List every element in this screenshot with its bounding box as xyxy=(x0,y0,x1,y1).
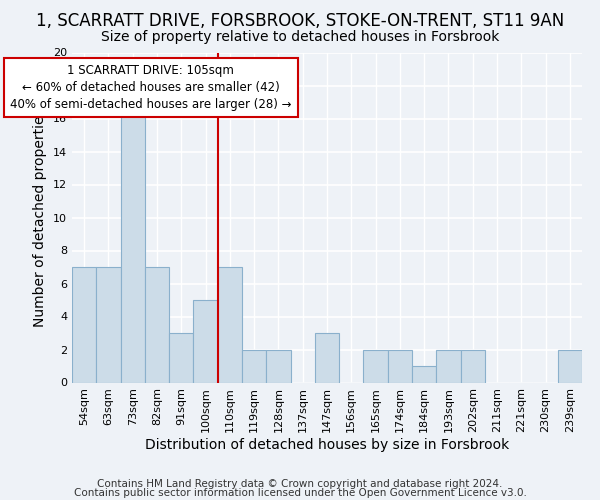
Bar xyxy=(388,350,412,382)
Bar xyxy=(461,350,485,382)
X-axis label: Distribution of detached houses by size in Forsbrook: Distribution of detached houses by size … xyxy=(145,438,509,452)
Bar xyxy=(266,350,290,382)
Bar xyxy=(121,102,145,382)
Bar xyxy=(145,267,169,382)
Text: Contains HM Land Registry data © Crown copyright and database right 2024.: Contains HM Land Registry data © Crown c… xyxy=(97,479,503,489)
Bar xyxy=(72,267,96,382)
Bar xyxy=(242,350,266,382)
Bar xyxy=(96,267,121,382)
Bar xyxy=(315,333,339,382)
Bar xyxy=(436,350,461,382)
Text: 1 SCARRATT DRIVE: 105sqm
← 60% of detached houses are smaller (42)
40% of semi-d: 1 SCARRATT DRIVE: 105sqm ← 60% of detach… xyxy=(10,64,292,111)
Y-axis label: Number of detached properties: Number of detached properties xyxy=(34,108,47,327)
Bar xyxy=(169,333,193,382)
Text: Size of property relative to detached houses in Forsbrook: Size of property relative to detached ho… xyxy=(101,30,499,44)
Text: 1, SCARRATT DRIVE, FORSBROOK, STOKE-ON-TRENT, ST11 9AN: 1, SCARRATT DRIVE, FORSBROOK, STOKE-ON-T… xyxy=(36,12,564,30)
Bar xyxy=(218,267,242,382)
Bar xyxy=(412,366,436,382)
Bar xyxy=(193,300,218,382)
Bar xyxy=(558,350,582,382)
Text: Contains public sector information licensed under the Open Government Licence v3: Contains public sector information licen… xyxy=(74,488,526,498)
Bar xyxy=(364,350,388,382)
